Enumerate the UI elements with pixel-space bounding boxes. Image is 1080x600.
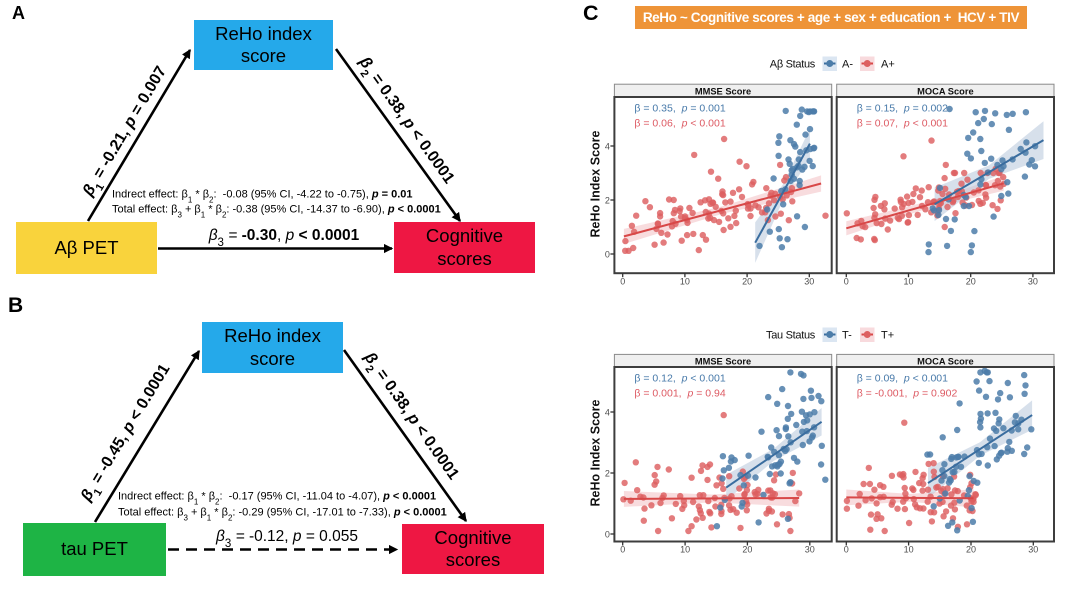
svg-text:30: 30	[805, 545, 815, 555]
svg-text:β1 = -0.45, p < 0.0001: β1 = -0.45, p < 0.0001	[77, 361, 178, 507]
svg-text:Total effect: β3 + β1 * β2: -0: Total effect: β3 + β1 * β2: -0.29 (95% C…	[118, 507, 447, 523]
svg-text:β2 = 0.38, p < 0.0001: β2 = 0.38, p < 0.0001	[351, 53, 457, 190]
svg-text:β = 0.09, p < 0.001: β = 0.09, p < 0.001	[857, 373, 948, 385]
svg-text:β2 = 0.38, p < 0.0001: β2 = 0.38, p < 0.0001	[356, 349, 462, 486]
svg-text:MOCA Score: MOCA Score	[917, 87, 973, 97]
svg-text:0: 0	[605, 250, 610, 260]
svg-text:Tau Status: Tau Status	[766, 330, 816, 342]
svg-text:0: 0	[620, 545, 625, 555]
svg-text:β = 0.001, p = 0.94: β = 0.001, p = 0.94	[634, 388, 725, 400]
svg-text:0: 0	[844, 545, 849, 555]
svg-text:30: 30	[804, 276, 814, 286]
svg-text:4: 4	[605, 142, 610, 152]
svg-text:T-: T-	[842, 330, 852, 342]
svg-text:MOCA Score: MOCA Score	[917, 357, 973, 367]
svg-text:10: 10	[680, 276, 690, 286]
svg-text:A-: A-	[842, 59, 853, 71]
svg-text:10: 10	[903, 276, 913, 286]
svg-text:β = -0.001, p = 0.902: β = -0.001, p = 0.902	[857, 388, 958, 400]
svg-text:β = 0.06, p < 0.001: β = 0.06, p < 0.001	[634, 118, 725, 130]
svg-text:10: 10	[680, 545, 690, 555]
svg-text:ReHo Index Score: ReHo Index Score	[589, 399, 603, 506]
svg-text:β1 = -0.21, p = 0.007: β1 = -0.21, p = 0.007	[79, 63, 174, 202]
svg-text:β = 0.35, p = 0.001: β = 0.35, p = 0.001	[634, 103, 725, 115]
svg-text:β = 0.12, p < 0.001: β = 0.12, p < 0.001	[634, 373, 725, 385]
svg-text:MMSE Score: MMSE Score	[695, 357, 751, 367]
svg-text:20: 20	[966, 276, 976, 286]
svg-text:β = 0.07, p < 0.001: β = 0.07, p < 0.001	[857, 118, 948, 130]
svg-text:MMSE Score: MMSE Score	[695, 87, 751, 97]
svg-text:Aβ Status: Aβ Status	[770, 59, 816, 71]
svg-text:20: 20	[966, 545, 976, 555]
svg-text:Total effect: β3 + β1 * β2: -0: Total effect: β3 + β1 * β2: -0.38 (95% C…	[112, 204, 441, 220]
svg-text:2: 2	[605, 196, 610, 206]
svg-text:0: 0	[844, 276, 849, 286]
svg-text:β = 0.15, p = 0.002: β = 0.15, p = 0.002	[857, 103, 948, 115]
svg-text:20: 20	[742, 276, 752, 286]
svg-text:10: 10	[904, 545, 914, 555]
svg-text:2: 2	[605, 469, 610, 479]
svg-text:T+: T+	[881, 330, 894, 342]
svg-text:4: 4	[605, 408, 610, 418]
svg-text:β3 = -0.12, p = 0.055: β3 = -0.12, p = 0.055	[215, 528, 358, 550]
svg-text:A+: A+	[881, 59, 895, 71]
svg-text:30: 30	[1028, 276, 1038, 286]
svg-text:Indrect effect: β1 * β2: -0.1: Indrect effect: β1 * β2: -0.17 (95% CI, …	[118, 491, 436, 507]
svg-text:β3 = -0.30, p < 0.0001: β3 = -0.30, p < 0.0001	[208, 227, 360, 249]
svg-text:0: 0	[620, 276, 625, 286]
svg-text:30: 30	[1028, 545, 1038, 555]
svg-text:ReHo Index Score: ReHo Index Score	[589, 130, 603, 237]
svg-text:Indrect effect: β1 * β2: -0.0: Indrect effect: β1 * β2: -0.08 (95% CI, …	[112, 189, 413, 205]
svg-text:20: 20	[742, 545, 752, 555]
svg-text:0: 0	[605, 530, 610, 540]
